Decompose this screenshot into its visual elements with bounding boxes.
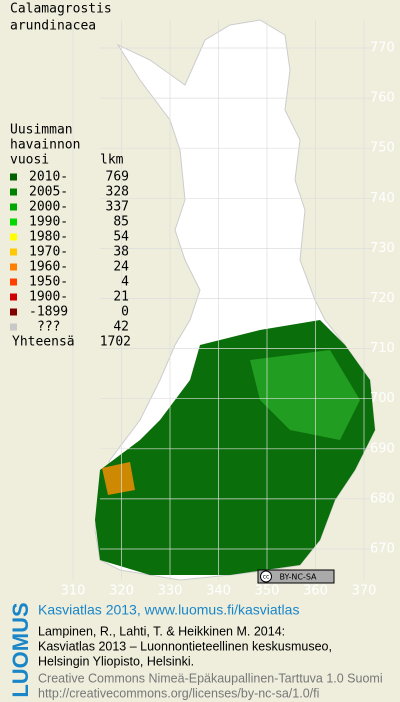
legend-count: 38	[113, 245, 129, 260]
license: Creative Commons Nimeä-Epäkaupallinen-Ta…	[38, 671, 383, 685]
legend-swatch	[10, 233, 17, 241]
y-tick-label: 670	[370, 542, 395, 557]
occurrence-area-light	[250, 350, 360, 440]
y-tick-label: 690	[370, 441, 395, 456]
x-tick-label: 360	[303, 584, 328, 599]
legend-swatch	[10, 188, 17, 196]
legend-count: 0	[121, 305, 129, 320]
y-tick-label: 680	[370, 491, 395, 506]
legend-label: 1950-	[29, 275, 68, 290]
legend-label: 1960-	[29, 260, 68, 275]
legend-swatch	[10, 218, 17, 226]
legend-swatch	[10, 323, 17, 331]
species-name: arundinacea	[10, 19, 96, 34]
license-badge: cc BY-NC-SA	[257, 569, 335, 584]
legend-count: 769	[106, 170, 129, 185]
legend-label: 1900-	[29, 290, 68, 305]
legend-swatch	[10, 308, 17, 316]
legend-count-header: lkm	[100, 153, 124, 168]
legend-swatch	[10, 278, 17, 286]
x-tick-label: 330	[158, 584, 183, 599]
logo: LUOMUS	[8, 602, 33, 697]
legend-label: 2005-	[29, 185, 68, 200]
legend-count: 337	[106, 200, 129, 215]
y-tick-label: 730	[370, 241, 395, 256]
y-tick-label: 740	[370, 191, 395, 206]
y-tick-label: 760	[370, 91, 395, 106]
legend-swatch	[10, 293, 17, 301]
citation: Lampinen, R., Lahti, T. & Heikkinen M. 2…	[38, 624, 285, 638]
y-tick-label: 720	[370, 291, 395, 306]
legend-header: Uusimman	[10, 123, 73, 138]
legend-count: 85	[113, 215, 129, 230]
y-tick-label: 710	[370, 341, 395, 356]
badge-text: BY-NC-SA	[279, 573, 317, 582]
citation: Helsingin Yliopisto, Helsinki.	[38, 654, 194, 668]
legend-count: 24	[113, 260, 129, 275]
legend-label: 1970-	[29, 245, 68, 260]
legend-swatch	[10, 248, 17, 256]
legend-swatch	[10, 263, 17, 271]
legend-swatch	[10, 203, 17, 211]
legend-label: 1980-	[29, 230, 68, 245]
total-label: Yhteensä	[12, 335, 75, 350]
legend-swatch	[10, 173, 17, 181]
legend-count: 54	[113, 230, 129, 245]
legend-count: 21	[113, 290, 129, 305]
badge-icon	[260, 570, 272, 583]
license-url[interactable]: http://creativecommons.org/licenses/by-n…	[38, 686, 319, 700]
legend-label: 1990-	[29, 215, 68, 230]
x-tick-label: 310	[61, 584, 86, 599]
legend-header: havainnon	[10, 138, 80, 153]
species-name: Calamagrostis	[10, 2, 112, 17]
legend-label: ???	[37, 320, 60, 335]
y-tick-label: 750	[370, 141, 395, 156]
atlas-link[interactable]: Kasviatlas 2013, www.luomus.fi/kasviatla…	[38, 602, 299, 618]
badge-icon-text: cc	[263, 574, 270, 581]
x-tick-label: 320	[109, 584, 134, 599]
legend-label: -1899	[29, 305, 68, 320]
legend-header: vuosi	[10, 153, 49, 168]
legend-count: 328	[106, 185, 129, 200]
y-tick-label: 700	[370, 391, 395, 406]
legend-label: 2000-	[29, 200, 68, 215]
occurrence-area-old	[102, 462, 135, 495]
y-tick-label: 770	[370, 41, 395, 56]
x-tick-label: 370	[352, 584, 377, 599]
citation: Kasviatlas 2013 – Luonnontieteellinen ke…	[38, 639, 332, 653]
x-tick-label: 350	[255, 584, 280, 599]
x-tick-label: 340	[206, 584, 231, 599]
total-count: 1702	[100, 335, 131, 350]
legend-count: 4	[121, 275, 129, 290]
badge-box	[257, 569, 335, 584]
legend-label: 2010-	[29, 170, 68, 185]
legend-count: 42	[113, 320, 129, 335]
